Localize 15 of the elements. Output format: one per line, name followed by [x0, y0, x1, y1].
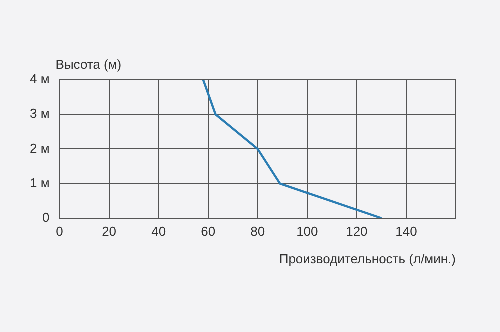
y-tick-label: 1 м	[30, 175, 50, 190]
y-axis-title: Высота (м)	[56, 57, 122, 72]
x-tick-label: 80	[250, 224, 266, 239]
x-tick-label: 40	[152, 224, 166, 239]
y-tick-label: 4 м	[30, 72, 50, 87]
x-axis-title: Производительность (л/мин.)	[279, 251, 456, 266]
x-tick-label: 20	[102, 224, 117, 239]
x-tick-label: 120	[346, 224, 368, 239]
x-tick-label: 140	[396, 224, 418, 239]
y-tick-label: 0	[42, 210, 50, 225]
y-tick-label: 3 м	[30, 106, 50, 122]
y-tick-label: 2 м	[30, 140, 50, 156]
x-tick-label: 60	[201, 224, 216, 239]
x-tick-label: 100	[296, 224, 318, 239]
x-tick-label: 0	[56, 224, 64, 239]
